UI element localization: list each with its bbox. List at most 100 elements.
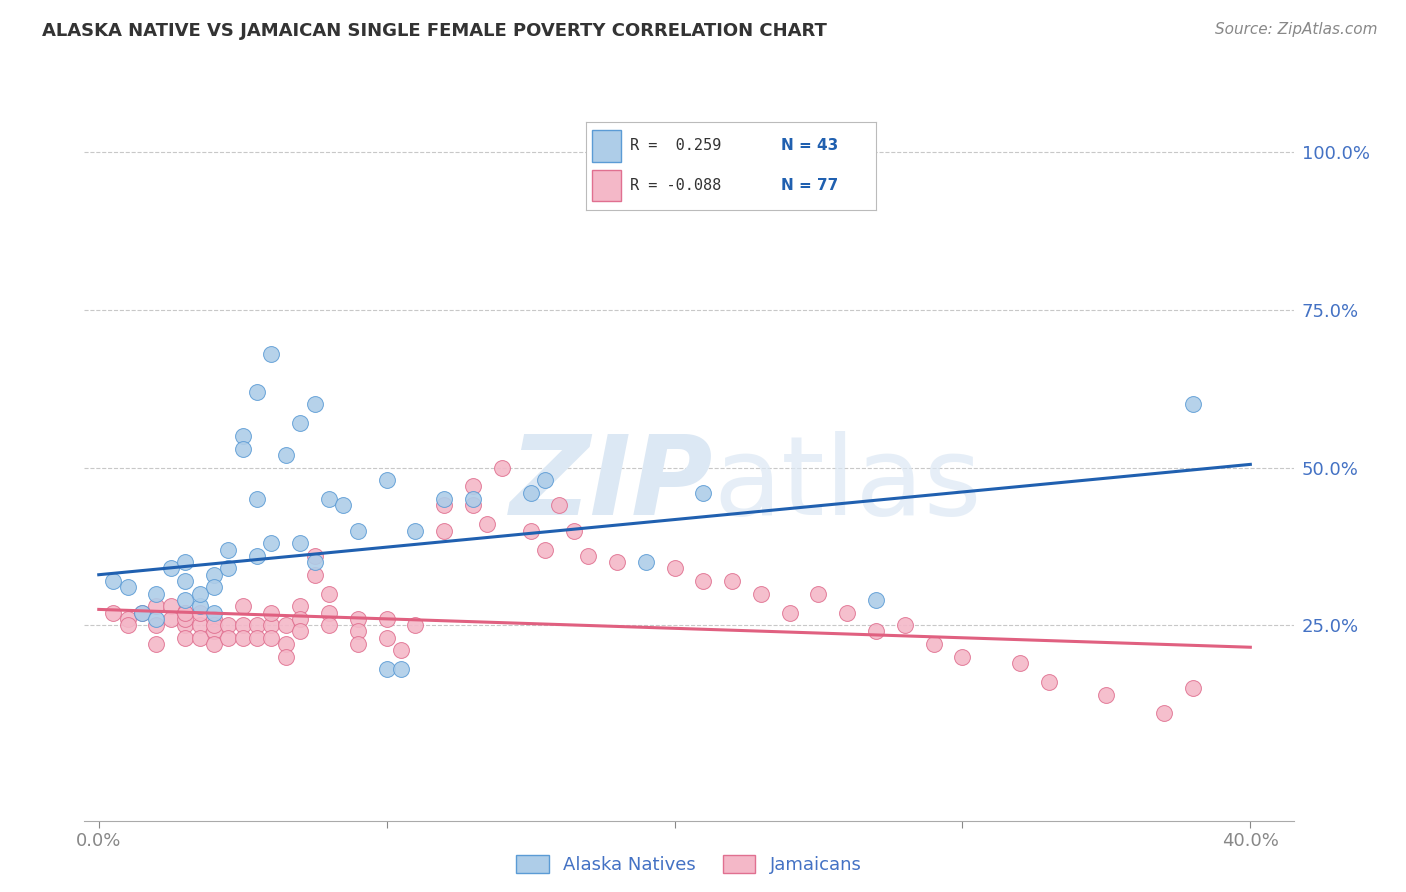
- Point: [837, 606, 859, 620]
- Point: [174, 618, 197, 632]
- Text: N = 77: N = 77: [780, 178, 838, 193]
- Point: [274, 649, 297, 664]
- Point: [159, 599, 181, 614]
- Point: [375, 612, 398, 626]
- Point: [260, 631, 283, 645]
- Point: [461, 491, 484, 506]
- Point: [188, 587, 211, 601]
- Point: [217, 631, 239, 645]
- Point: [117, 612, 139, 626]
- Point: [246, 549, 269, 563]
- Point: [1153, 706, 1175, 721]
- Point: [260, 536, 283, 550]
- Point: [433, 491, 456, 506]
- Point: [202, 567, 225, 582]
- Point: [375, 473, 398, 487]
- Text: ZIP: ZIP: [509, 431, 713, 538]
- Text: atlas: atlas: [713, 431, 981, 538]
- Point: [188, 606, 211, 620]
- Text: N = 43: N = 43: [780, 138, 838, 153]
- Point: [274, 637, 297, 651]
- Point: [389, 643, 412, 657]
- Point: [202, 612, 225, 626]
- Point: [634, 555, 657, 569]
- Point: [290, 624, 312, 639]
- Point: [202, 580, 225, 594]
- Point: [290, 599, 312, 614]
- Point: [260, 347, 283, 361]
- Point: [347, 612, 370, 626]
- Point: [290, 536, 312, 550]
- Point: [117, 618, 139, 632]
- Point: [519, 524, 541, 538]
- Point: [404, 618, 426, 632]
- Point: [217, 561, 239, 575]
- Point: [101, 574, 124, 588]
- Point: [894, 618, 917, 632]
- Point: [347, 524, 370, 538]
- FancyBboxPatch shape: [592, 169, 621, 201]
- Point: [461, 499, 484, 513]
- Point: [260, 618, 283, 632]
- Point: [174, 606, 197, 620]
- Point: [865, 593, 887, 607]
- Point: [779, 606, 801, 620]
- Point: [174, 631, 197, 645]
- Point: [332, 499, 354, 513]
- Point: [232, 631, 254, 645]
- Point: [174, 593, 197, 607]
- Point: [274, 618, 297, 632]
- Point: [664, 561, 686, 575]
- Point: [606, 555, 628, 569]
- Point: [318, 587, 340, 601]
- Point: [375, 631, 398, 645]
- Point: [534, 473, 557, 487]
- Point: [404, 524, 426, 538]
- Point: [318, 491, 340, 506]
- Point: [562, 524, 585, 538]
- Point: [1095, 688, 1118, 702]
- Point: [246, 491, 269, 506]
- Point: [375, 662, 398, 676]
- Point: [290, 417, 312, 431]
- Point: [433, 499, 456, 513]
- Point: [318, 618, 340, 632]
- Point: [548, 499, 571, 513]
- Point: [519, 485, 541, 500]
- Legend: Alaska Natives, Jamaicans: Alaska Natives, Jamaicans: [509, 847, 869, 881]
- Point: [347, 637, 370, 651]
- Point: [188, 631, 211, 645]
- Point: [491, 460, 513, 475]
- Point: [534, 542, 557, 557]
- Point: [232, 429, 254, 443]
- Point: [304, 397, 326, 411]
- Point: [131, 606, 153, 620]
- Point: [145, 637, 167, 651]
- Text: R =  0.259: R = 0.259: [630, 138, 721, 153]
- Point: [749, 587, 772, 601]
- Point: [692, 574, 714, 588]
- Point: [290, 612, 312, 626]
- Point: [304, 555, 326, 569]
- Point: [188, 599, 211, 614]
- Point: [202, 618, 225, 632]
- Point: [145, 587, 167, 601]
- Point: [246, 631, 269, 645]
- Point: [232, 442, 254, 456]
- Point: [145, 612, 167, 626]
- Point: [145, 599, 167, 614]
- Text: Source: ZipAtlas.com: Source: ZipAtlas.com: [1215, 22, 1378, 37]
- Point: [461, 479, 484, 493]
- Point: [174, 574, 197, 588]
- Point: [922, 637, 945, 651]
- Point: [274, 448, 297, 462]
- Point: [304, 567, 326, 582]
- Point: [131, 606, 153, 620]
- Point: [202, 606, 225, 620]
- Point: [246, 618, 269, 632]
- Point: [232, 599, 254, 614]
- Point: [202, 624, 225, 639]
- Point: [232, 618, 254, 632]
- Point: [188, 618, 211, 632]
- Point: [865, 624, 887, 639]
